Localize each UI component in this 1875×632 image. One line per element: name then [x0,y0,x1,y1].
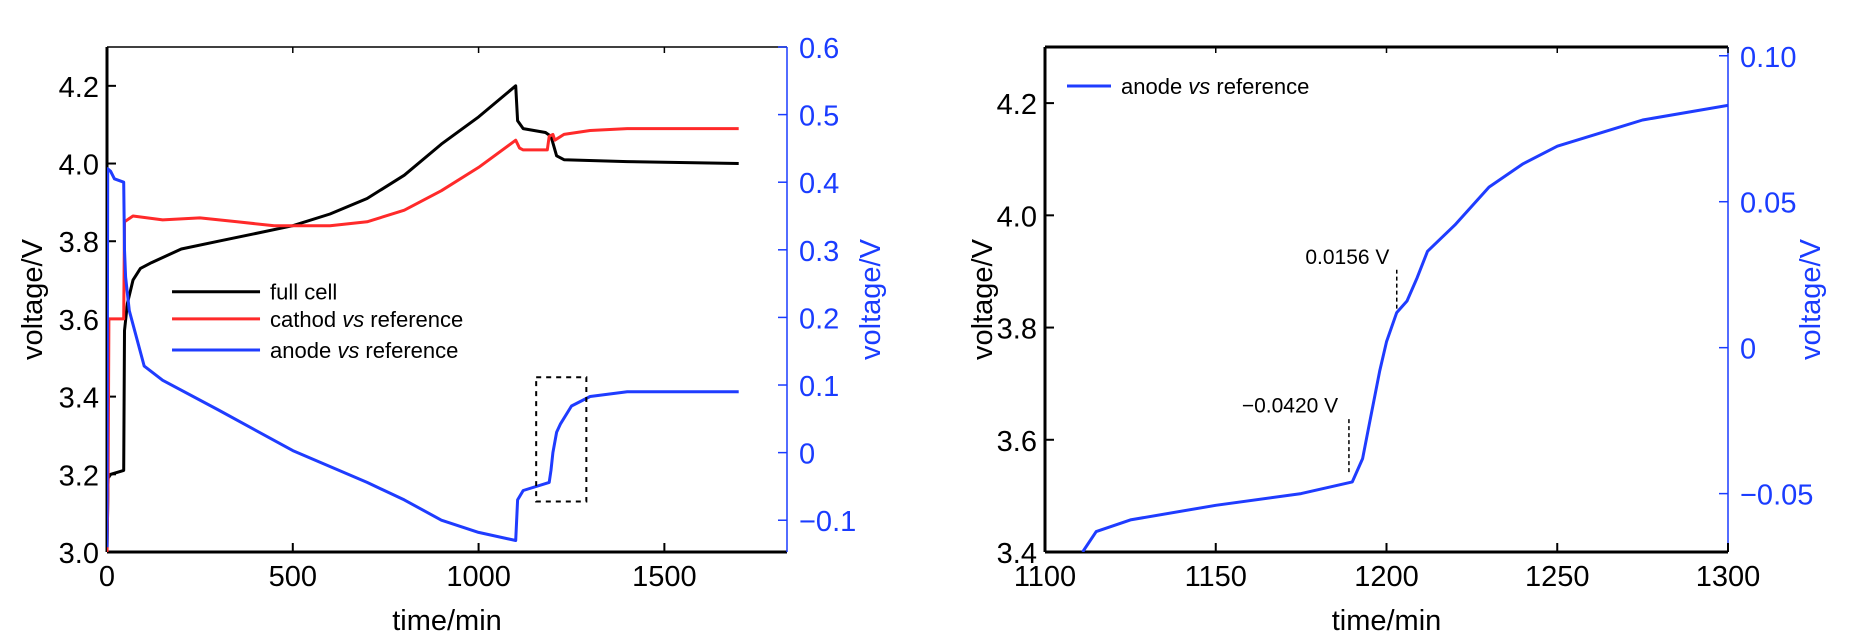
y2-tick-label: 0.05 [1740,188,1796,220]
legend-label-part: reference [1210,74,1309,99]
series-line-anode [107,167,739,548]
y-tick-label: 4.0 [59,150,99,182]
y2-tick-label: 0.3 [799,236,839,268]
y2-tick-label: 0.4 [799,168,839,200]
x-tick-label: 1250 [1525,561,1590,593]
x-tick-label: 1000 [446,561,511,593]
legend-label: anode vs reference [1121,74,1309,99]
legend-label-part: anode [270,338,337,363]
x-axis-label: time/min [1332,605,1442,632]
legend-label: cathod vs reference [270,307,463,332]
y2-tick-label: 0.5 [799,101,839,133]
x-tick-label: 0 [99,561,115,593]
y-tick-label: 4.2 [59,72,99,104]
y-tick-label: 4.0 [997,201,1037,233]
legend-label-part: vs [342,307,364,332]
y-tick-label: 3.0 [59,538,99,570]
legend: anode vs reference [1067,74,1309,99]
legend-label-part: vs [1188,74,1210,99]
chart-1: 0 500 1000 1500 3.0 3.2 3.4 3.6 3.8 4.0 4.2 −0.1 0 0.… [17,33,887,632]
legend-label: full cell [270,280,337,305]
y-tick-label: 3.4 [997,538,1037,570]
legend-label-part: full cell [270,280,337,305]
y2-tick-label: 0.6 [799,33,839,65]
y2-tick-label: 0 [1740,334,1756,366]
annotation-label: −0.0420 V [1242,395,1338,418]
y2-tick-label: 0.1 [799,371,839,403]
highlight-box [535,376,588,503]
x-tick-label: 1200 [1354,561,1419,593]
legend-label-part: anode [1121,74,1188,99]
legend-label-part: cathod [270,307,342,332]
y-tick-label: 3.6 [59,305,99,337]
y2-axis-label: voltage/V [855,238,887,360]
y-tick-label: 3.8 [997,314,1037,346]
x-tick-label: 1100 [1014,561,1076,593]
legend-label-part: reference [359,338,458,363]
y-tick-label: 4.2 [997,89,1037,121]
legend-label-part: vs [337,338,359,363]
x-tick-label: 1300 [1696,561,1761,593]
y-axis-label: voltage/V [17,238,49,360]
y2-tick-label: 0 [799,439,815,471]
y2-tick-label: 0.2 [799,303,839,335]
x-tick-label: 500 [269,561,317,593]
x-axis-label: time/min [392,605,502,632]
chart-2: 1100 1150 1200 1250 1300 3.4 3.6 3.8 4.0 4.2 −0.05… [967,42,1827,632]
y2-axis-label: voltage/V [1795,238,1827,360]
legend-label: anode vs reference [270,338,458,363]
x-tick-label: 1500 [632,561,697,593]
annotation-label: 0.0156 V [1305,246,1389,269]
y-axis-label: voltage/V [967,238,999,360]
series-line-anode [1081,103,1728,552]
y2-tick-label: −0.05 [1740,480,1813,512]
y-tick-label: 3.6 [997,426,1037,458]
series-line-cathode [107,127,739,552]
legend-label-part: reference [364,307,463,332]
y2-tick-label: 0.10 [1740,42,1796,74]
y-tick-label: 3.8 [59,227,99,259]
y-tick-label: 3.4 [59,383,99,415]
y2-tick-label: −0.1 [799,506,856,538]
x-tick-label: 1150 [1185,561,1247,593]
y-tick-label: 3.2 [59,460,99,492]
